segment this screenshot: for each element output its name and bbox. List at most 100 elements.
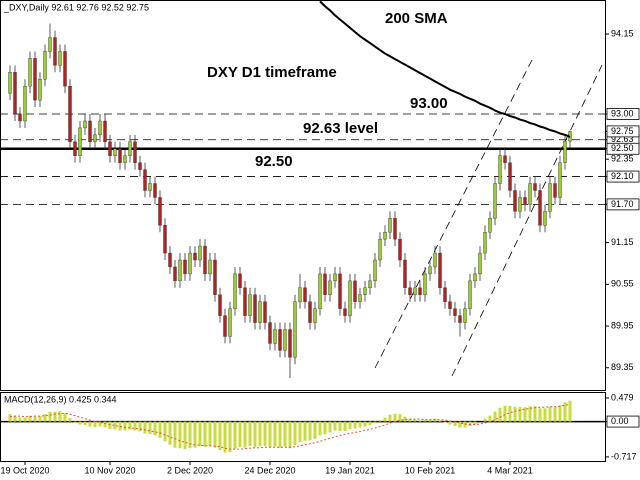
candle-body <box>178 259 182 282</box>
candle-body <box>143 169 147 191</box>
macd-bar <box>523 407 527 422</box>
macd-bar <box>513 406 517 422</box>
candle-body <box>168 252 172 268</box>
candle-body <box>183 259 187 275</box>
macd-bar <box>348 421 352 429</box>
macd-bar <box>183 421 187 450</box>
candle-body <box>83 120 87 129</box>
macd-bar <box>353 421 357 429</box>
candle-body <box>288 329 292 358</box>
macd-bar <box>248 421 252 447</box>
channel-line <box>451 64 603 377</box>
macd-bar <box>323 421 327 435</box>
macd-bar <box>443 421 447 423</box>
macd-bar <box>378 420 382 422</box>
candle-body <box>223 315 227 337</box>
macd-bar <box>63 413 67 422</box>
macd-bar <box>438 420 442 422</box>
candle-body <box>298 287 302 302</box>
y-tick-label: 0.479 <box>611 392 634 402</box>
candle-body <box>553 183 557 198</box>
candle-body <box>548 183 552 212</box>
sma-line <box>319 0 571 138</box>
candle-body <box>253 294 257 323</box>
candle-body <box>358 294 362 302</box>
candle-body <box>263 301 267 323</box>
candle-body <box>218 294 222 316</box>
candle-body <box>78 127 82 156</box>
candle-body <box>428 266 432 275</box>
candle-body <box>368 280 372 289</box>
macd-bar <box>48 411 52 422</box>
candle-body <box>308 301 312 323</box>
candle-body <box>138 162 142 170</box>
macd-bar <box>198 421 202 447</box>
candle-body <box>108 141 112 156</box>
macd-bar <box>278 421 282 448</box>
macd-bar <box>18 417 22 422</box>
annotation: 200 SMA <box>385 10 448 27</box>
x-tick-label: 10 Nov 2020 <box>84 465 135 475</box>
x-tick-label: 2 Dec 2020 <box>167 465 213 475</box>
candle-body <box>313 308 317 323</box>
macd-bar <box>363 421 367 427</box>
y-tick-label: 0.00 <box>611 416 629 426</box>
candle-body <box>458 315 462 323</box>
macd-bar <box>328 421 332 433</box>
candle-body <box>278 329 282 351</box>
candle-body <box>473 273 477 282</box>
macd-bar <box>498 407 502 422</box>
candle-body <box>418 287 422 295</box>
annotation: 92.50 <box>255 153 293 170</box>
y-tick-label: -0.717 <box>611 451 637 461</box>
candle-body <box>188 252 192 275</box>
macd-bar <box>358 421 362 428</box>
annotation: 93.00 <box>410 95 448 112</box>
macd-bar <box>38 416 42 422</box>
macd-bar <box>53 411 57 422</box>
macd-bar <box>458 421 462 428</box>
y-tick-label: 91.70 <box>611 199 634 209</box>
x-tick-label: 19 Oct 2020 <box>0 465 49 475</box>
candle-body <box>118 148 122 163</box>
candle-body <box>153 183 157 198</box>
macd-bar <box>103 421 107 428</box>
channel-line <box>374 59 533 369</box>
macd-bar <box>283 421 287 447</box>
candle-body <box>38 79 42 101</box>
macd-bar <box>318 421 322 436</box>
macd-bar <box>293 421 297 446</box>
macd-bar <box>398 414 402 422</box>
candle-body <box>68 86 72 143</box>
y-tick-label: 93.00 <box>611 108 634 118</box>
candle-body <box>353 280 357 302</box>
macd-bar <box>413 419 417 422</box>
candle-body <box>323 273 327 295</box>
macd-bar <box>243 421 247 448</box>
candle-body <box>43 51 47 80</box>
candle-body <box>498 155 502 184</box>
level-label-box <box>606 198 640 211</box>
macd-bar <box>528 406 532 422</box>
y-tick-label: 89.95 <box>611 320 634 330</box>
level-label-box <box>606 125 640 138</box>
macd-bar <box>518 406 522 422</box>
y-tick-label: 90.55 <box>611 279 634 289</box>
macd-bar <box>228 421 232 453</box>
candle-body <box>233 273 237 309</box>
y-tick-label: 91.15 <box>611 237 634 247</box>
macd-bar <box>388 414 392 422</box>
macd-bar <box>343 421 347 431</box>
candle-body <box>413 287 417 295</box>
candle-body <box>328 280 332 295</box>
macd-bar <box>563 402 567 422</box>
macd-bar <box>338 421 342 431</box>
candle-body <box>28 58 32 87</box>
macd-bar <box>473 421 477 425</box>
candle-body <box>478 252 482 275</box>
candle-body <box>528 183 532 205</box>
x-tick-label: 24 Dec 2020 <box>244 465 295 475</box>
candle-body <box>273 329 277 344</box>
macd-bar <box>533 406 537 422</box>
